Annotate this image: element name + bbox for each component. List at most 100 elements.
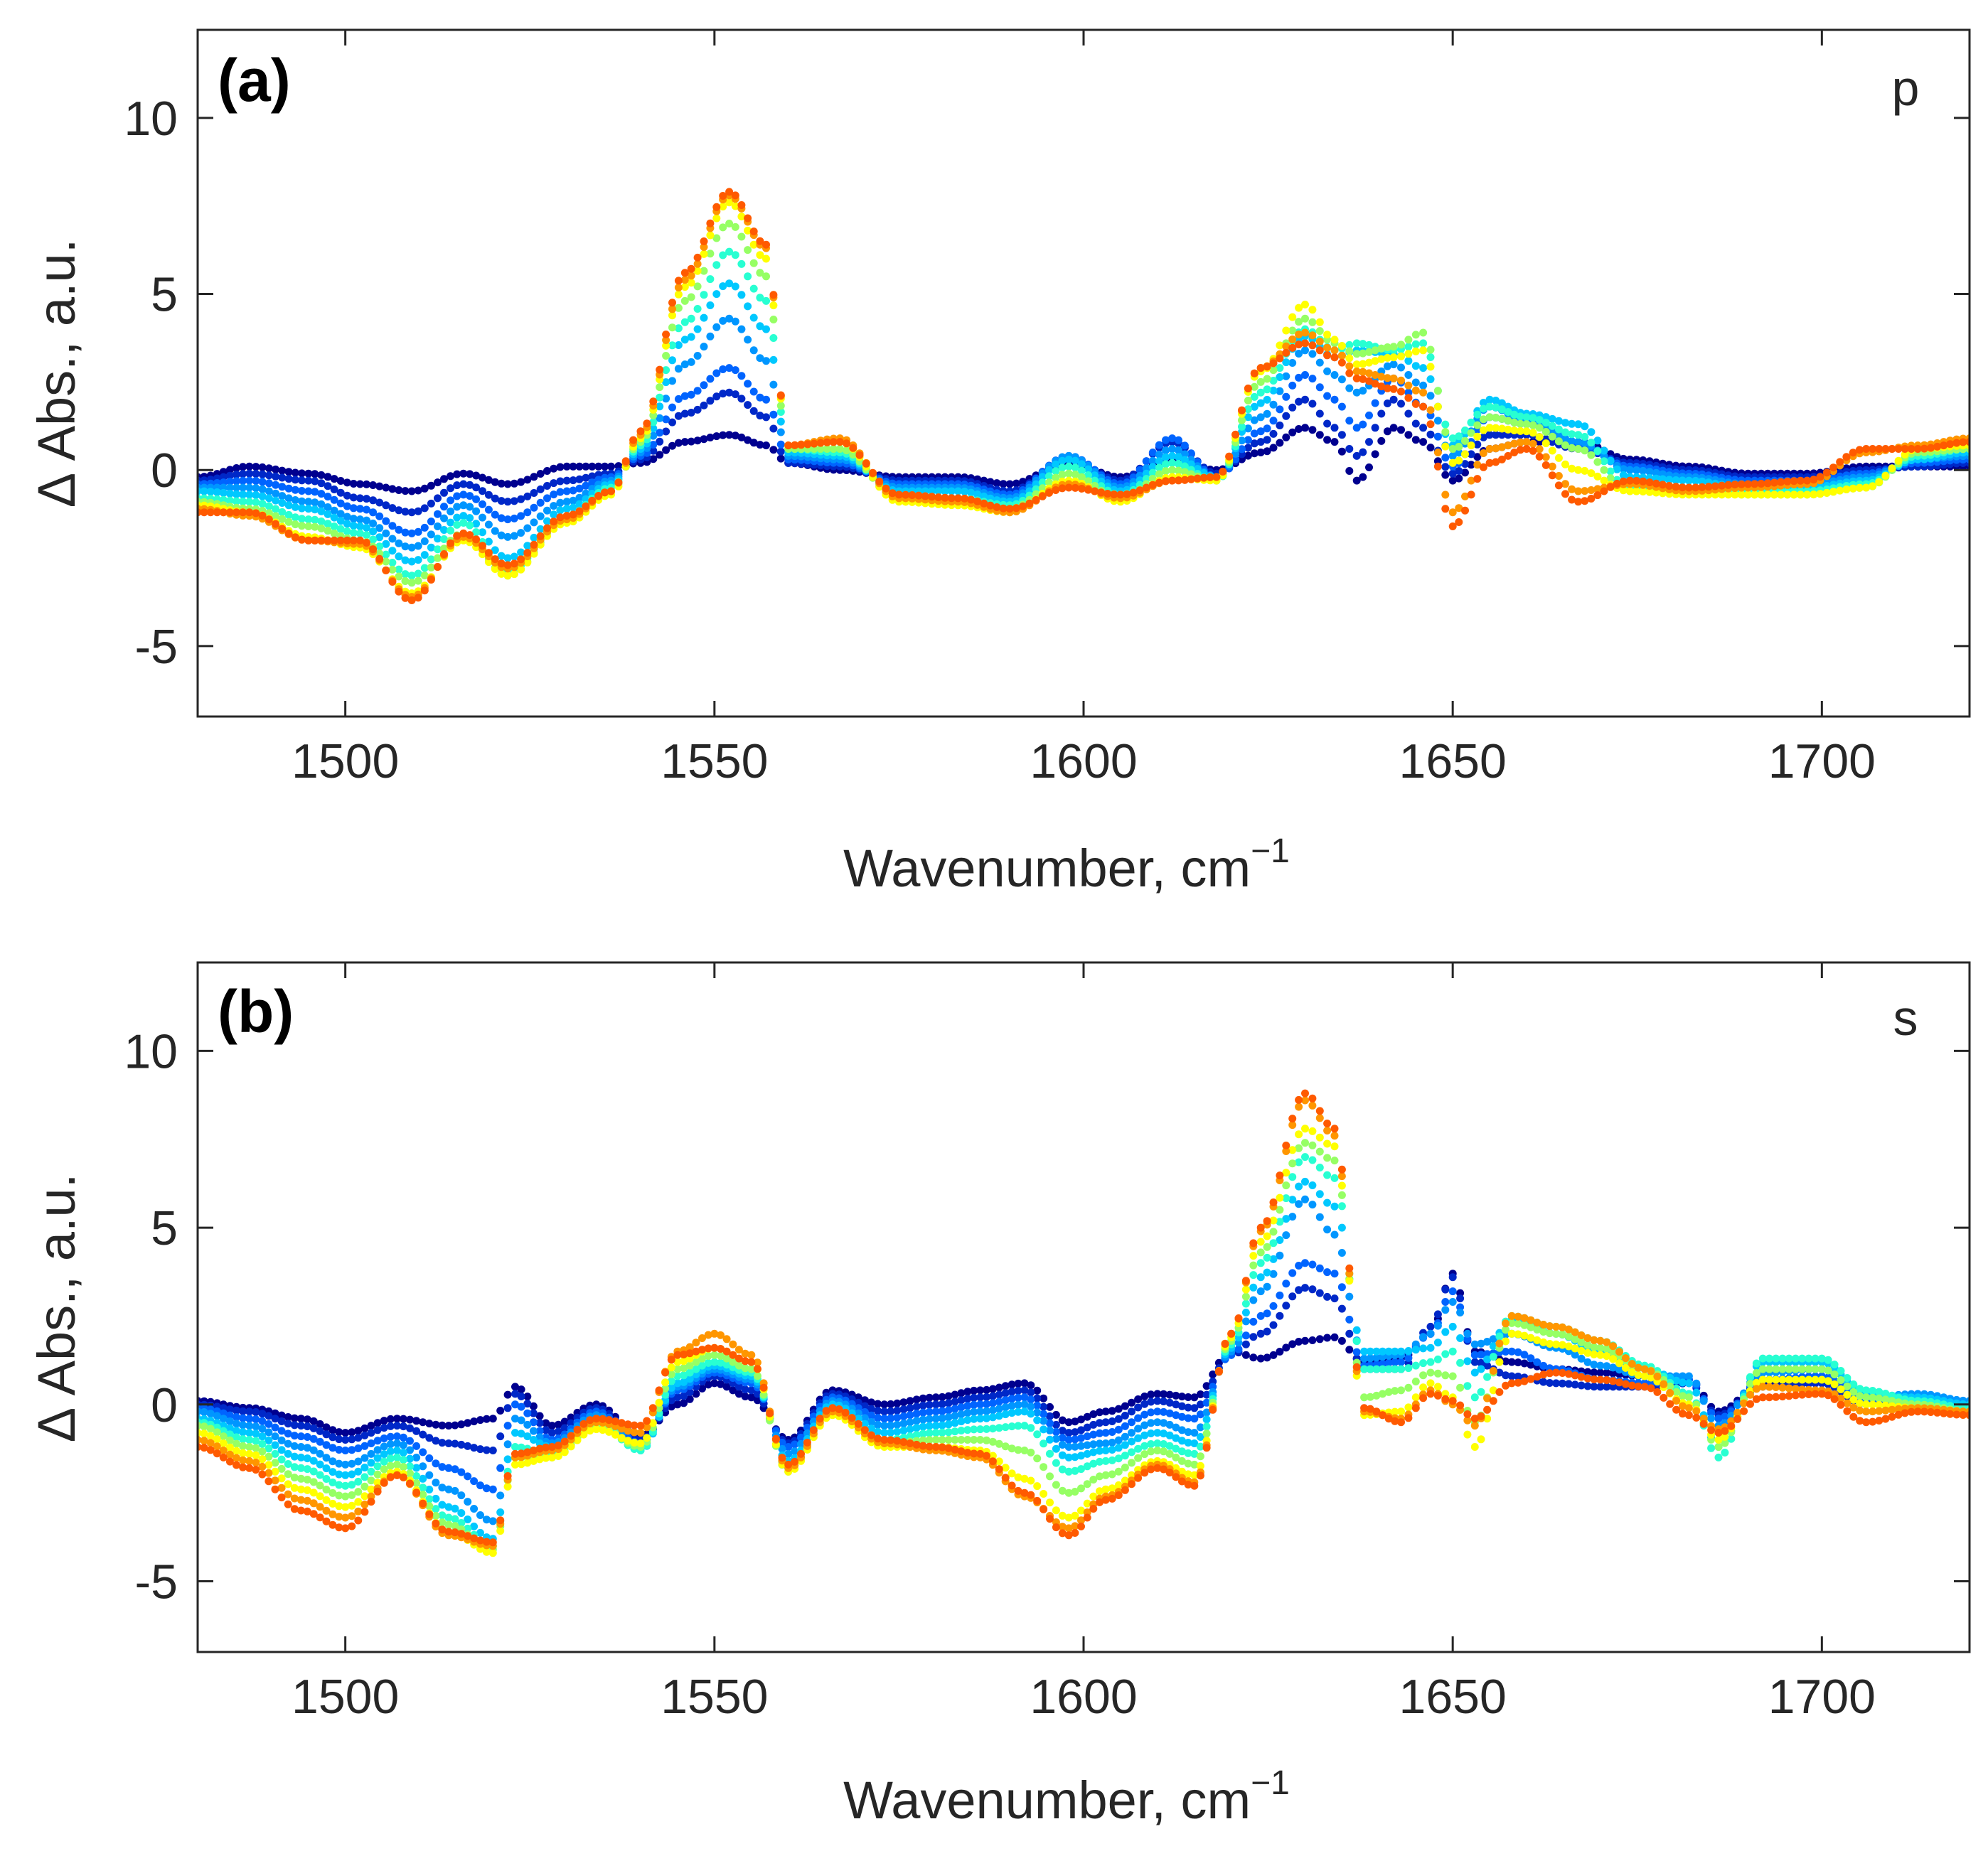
panel-a-series-2-point-83: [731, 390, 739, 399]
panel-a-series-6-point-162: [1244, 405, 1252, 414]
panel-a-series-9-point-179: [1359, 368, 1367, 376]
panel-a-series-6-point-29: [382, 550, 390, 559]
panel-a-series-3-point-168: [1282, 392, 1290, 401]
panel-a-series-6-point-18: [311, 515, 319, 524]
panel-b-series-7-point-211: [1552, 1329, 1560, 1338]
panel-b-series-3-point-144: [1108, 1428, 1116, 1436]
panel-b-plot-area: [198, 1089, 1970, 1557]
panel-a-series-5-point-25: [356, 522, 364, 530]
panel-b-series-1-point-145: [1114, 1405, 1123, 1413]
panel-a-series-4-point-179: [1359, 387, 1367, 395]
panel-a-series-7-point-99: [835, 445, 844, 453]
panel-b-series-7-point-116: [931, 1436, 940, 1444]
panel-a-series-6-point-80: [712, 261, 721, 269]
panel-a-series-10-point-52: [530, 540, 538, 549]
panel-b-series-6-point-18: [309, 1467, 318, 1476]
panel-a-series-7-point-28: [375, 549, 384, 558]
panel-b-series-5-point-177: [1323, 1198, 1332, 1207]
panel-b-series-4-point-159: [1202, 1408, 1211, 1417]
panel-b-series-2-point-7: [239, 1407, 247, 1415]
panel-a-series-10-point-209: [1554, 481, 1563, 490]
panel-a-series-9-point-198: [1485, 445, 1494, 453]
panel-b-series-6-point-24: [348, 1481, 356, 1489]
panel-b-series-2-point-158: [1196, 1400, 1204, 1409]
panel-b-series-8-point-53: [535, 1455, 544, 1464]
panel-b-series-6-point-127: [1001, 1423, 1010, 1432]
panel-a-series-10-point-259: [1881, 445, 1890, 453]
panel-a-series-2-point-73: [668, 418, 676, 427]
panel-b-series-6-point-243: [1758, 1354, 1767, 1363]
panel-a-series-5-point-79: [706, 301, 715, 309]
panel-a-series-10-point-213: [1581, 497, 1589, 505]
panel-a-series-4-point-167: [1276, 387, 1284, 395]
panel-b-series-3-point-145: [1114, 1425, 1123, 1434]
panel-a-series-4-point-31: [395, 539, 403, 547]
panel-b-series-1-point-126: [995, 1383, 1003, 1392]
panel-b-series-4-point-17: [303, 1444, 311, 1452]
panel-a-series-10-point-108: [894, 490, 903, 499]
panel-a-series-10-point-31: [395, 587, 403, 596]
panel-a-series-2-point-180: [1365, 438, 1373, 446]
panel-a-series-6-point-161: [1238, 422, 1246, 431]
panel-b-series-6-point-83: [722, 1361, 731, 1369]
panel-b-series-2-point-152: [1160, 1398, 1167, 1405]
panel-b-series-4-point-175: [1308, 1201, 1317, 1209]
panel-b-series-1-point-216: [1583, 1368, 1592, 1376]
panel-a-series-7-point-183: [1383, 343, 1391, 351]
panel-a-series-2-point-55: [550, 479, 558, 488]
panel-b-series-3-point-204: [1507, 1347, 1516, 1356]
panel-b-series-1-point-121: [963, 1388, 972, 1396]
panel-a-series-6-point-85: [744, 272, 752, 281]
panel-b-series-2-point-133: [1040, 1402, 1048, 1411]
panel-b-series-2-point-87: [747, 1386, 756, 1395]
panel-a-series-1-point-162: [1244, 451, 1252, 460]
panel-a-series-3-point-20: [324, 493, 332, 501]
panel-b-series-6-point-178: [1330, 1174, 1339, 1182]
panel-b-series-5-point-174: [1301, 1177, 1309, 1186]
panel-b-series-6-point-169: [1269, 1239, 1278, 1248]
panel-a-series-7-point-134: [1064, 469, 1073, 478]
panel-b-series-8-point-252: [1817, 1375, 1826, 1384]
panel-b-series-5-point-37: [432, 1494, 440, 1503]
panel-a-series-7-point-151: [1175, 466, 1182, 475]
panel-a-series-10-point-152: [1180, 476, 1189, 484]
panel-a-series-4-point-52: [530, 518, 538, 527]
panel-a-series-10-point-186: [1404, 394, 1413, 402]
panel-a-series-7-point-209: [1554, 437, 1563, 446]
panel-b-series-3-point-167: [1256, 1311, 1265, 1320]
panel-a-label: (a): [218, 47, 291, 114]
panel-a-series-9-point-214: [1587, 486, 1596, 494]
panel-b-series-6-point-193: [1433, 1355, 1442, 1363]
panel-a-series-1-point-60: [582, 462, 590, 471]
panel-b-series-5-point-41: [457, 1509, 466, 1517]
panel-b-series-6-point-156: [1184, 1449, 1192, 1457]
panel-a-series-6-point-79: [706, 275, 715, 284]
panel-a-series-6-point-41: [459, 519, 468, 527]
panel-b-series-3-point-96: [803, 1423, 811, 1432]
panel-b-series-1-point-17: [303, 1415, 311, 1424]
panel-b-series-7-point-18: [309, 1478, 318, 1486]
panel-a-series-4-point-27: [369, 519, 378, 527]
panel-b-series-5-point-188: [1397, 1347, 1405, 1356]
panel-b-series-7-point-206: [1520, 1321, 1529, 1329]
panel-b-series-8-point-156: [1184, 1470, 1192, 1479]
panel-a-series-1-point-193: [1455, 474, 1463, 483]
panel-a-series-10-point-142: [1116, 490, 1125, 499]
panel-b-series-6-point-146: [1121, 1452, 1129, 1460]
panel-b-series-2-point-49: [511, 1390, 519, 1398]
panel-a-series-4-point-18: [311, 498, 319, 507]
panel-b-series-5-point-158: [1196, 1433, 1204, 1441]
panel-a-series-10-point-104: [869, 468, 877, 477]
panel-b-series-1-point-159: [1202, 1382, 1211, 1390]
panel-a-series-3-point-13: [278, 483, 287, 491]
panel-a-series-8-point-75: [680, 283, 689, 291]
panel-a-series-3-point-31: [395, 525, 403, 534]
panel-b-series-8-point-174: [1301, 1125, 1309, 1133]
panel-b-series-7-point-151: [1153, 1447, 1162, 1454]
panel-a-series-10-point-87: [756, 237, 764, 245]
panel-b-series-1-point-172: [1288, 1340, 1297, 1348]
panel-b-series-2-point-141: [1089, 1420, 1098, 1429]
panel-b-series-4-point-105: [860, 1414, 869, 1422]
panel-a-series-1-point-183: [1383, 427, 1391, 436]
panel-b-series-2-point-172: [1288, 1292, 1297, 1301]
